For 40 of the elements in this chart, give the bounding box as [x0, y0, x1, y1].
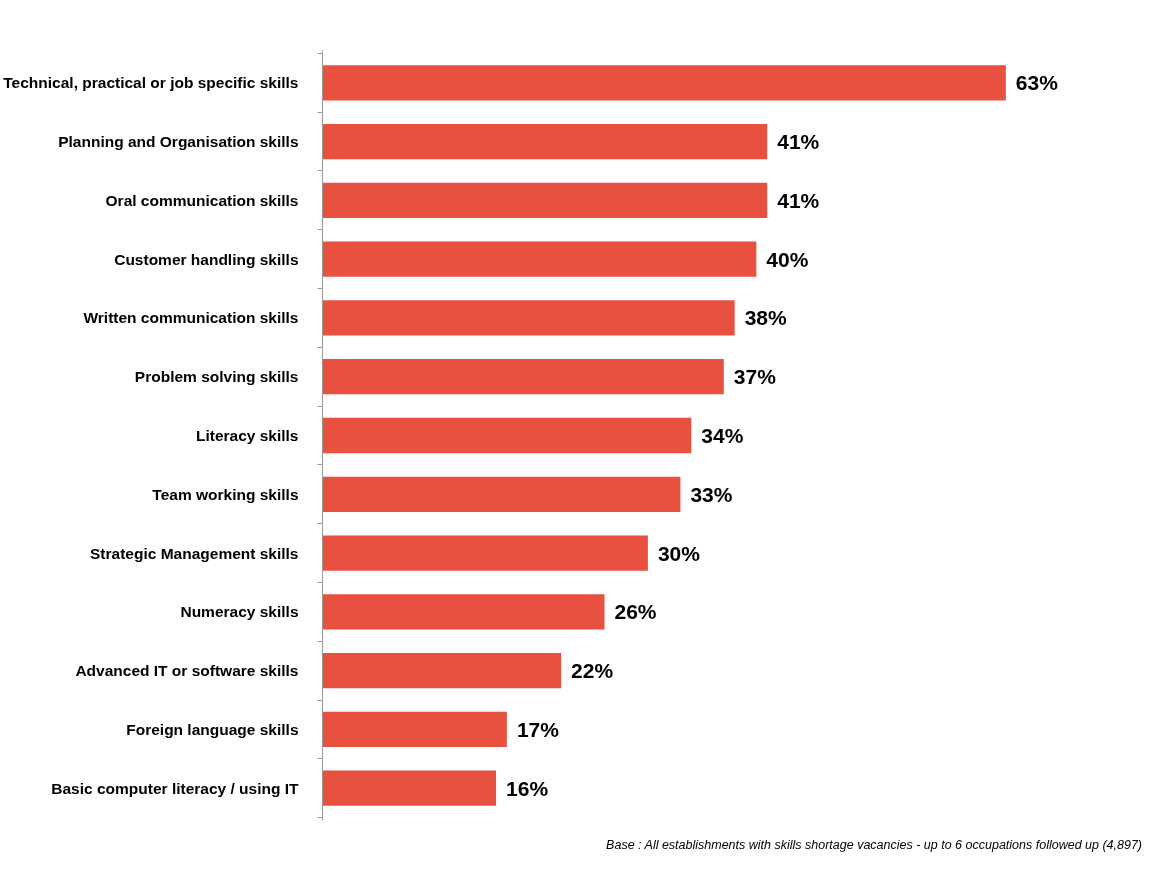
data-label: 41% [777, 188, 820, 212]
data-label: 63% [1015, 71, 1059, 95]
text: Base : All establishments with skills shortage vacancies - up to 6 occupations followed up (4,897) [606, 837, 1143, 852]
y-tick-label: Oral communication skills [105, 191, 299, 209]
data-label: 38% [744, 306, 788, 330]
data-label: 40% [766, 247, 809, 271]
bar [322, 123, 768, 160]
data-label: 17% [516, 717, 560, 741]
bar [322, 300, 735, 336]
bar [322, 182, 768, 219]
data-label: 34% [701, 424, 744, 447]
bar [322, 359, 724, 395]
bar [322, 770, 497, 806]
y-tick-label: Team working skills [152, 485, 299, 503]
y-tick-label: Basic computer literacy / using IT [51, 779, 300, 797]
y-tick-label: Problem solving skills [134, 368, 299, 386]
y-tick-label: Advanced IT or software skills [75, 662, 299, 680]
y-tick-label: Literacy skills [195, 427, 299, 444]
bar [322, 241, 757, 277]
y-tick-label: Customer handling skills [114, 250, 299, 268]
bar [322, 476, 681, 512]
data-label: 22% [571, 659, 614, 683]
y-tick-label: Planning and Organisation skills [58, 133, 299, 151]
bar [322, 65, 1006, 101]
data-label: 16% [506, 776, 549, 800]
bar [322, 417, 692, 454]
data-label: 41% [777, 130, 820, 154]
bar [322, 652, 562, 689]
data-label: 26% [614, 600, 657, 624]
y-tick-label: Written communication skills [83, 309, 299, 327]
data-label: 37% [733, 365, 777, 389]
y-tick-label: Numeracy skills [180, 603, 299, 621]
bar [322, 535, 648, 571]
bar [322, 594, 605, 630]
y-tick-label: Technical, practical or job specific skills [3, 74, 299, 92]
data-label: 30% [657, 541, 701, 565]
y-tick-label: Strategic Management skills [90, 544, 299, 562]
bar [322, 711, 507, 748]
y-tick-label: Foreign language skills [126, 720, 299, 738]
data-label: 33% [690, 482, 733, 506]
